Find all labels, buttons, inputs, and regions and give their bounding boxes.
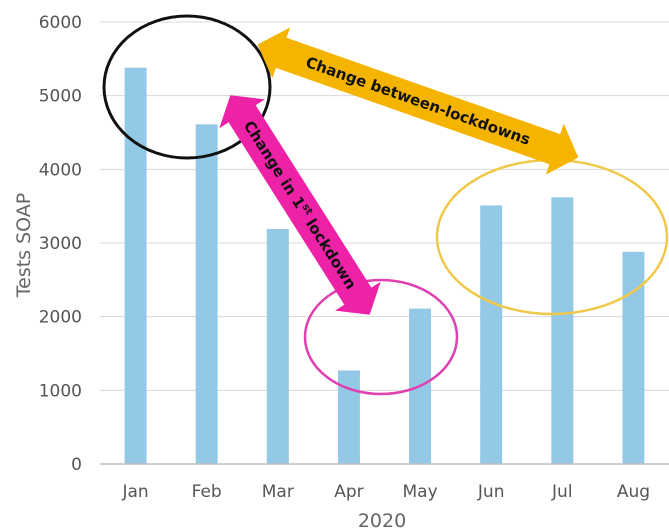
apr-may-highlight-circle — [303, 278, 459, 396]
x-tick-label: Jan — [121, 482, 148, 502]
between-lockdowns-arrow: Change between-lockdowns — [257, 27, 579, 175]
x-tick-label: Mar — [262, 482, 294, 502]
y-tick-label: 5000 — [39, 87, 82, 107]
y-tick-label: 3000 — [39, 234, 82, 254]
y-tick-label: 6000 — [39, 13, 82, 33]
between-lockdowns-label: Change between-lockdowns — [303, 53, 532, 149]
bar-aug — [622, 251, 645, 464]
bar-jul — [551, 197, 574, 464]
y-axis-title: Tests SOAP — [13, 193, 35, 299]
first-lockdown-arrow-shape — [219, 95, 381, 315]
bar-jun — [480, 205, 503, 464]
y-tick-label: 1000 — [39, 381, 82, 401]
x-tick-label: Apr — [334, 482, 363, 502]
x-axis-title: 2020 — [358, 510, 406, 531]
bar-mar — [266, 229, 289, 464]
x-tick-labels: Jan Feb Mar Apr May Jun Jul Aug — [121, 482, 650, 502]
jan-feb-highlight-circle — [102, 14, 272, 160]
x-tick-label: Feb — [192, 482, 222, 502]
x-tick-label: Jun — [477, 482, 505, 502]
y-tick-label: 4000 — [39, 160, 82, 180]
bar-feb — [195, 124, 218, 464]
x-tick-label: Aug — [617, 482, 650, 502]
bar-apr — [337, 370, 360, 464]
bars — [124, 67, 645, 464]
first-lockdown-label: Change in 1st lockdown — [240, 117, 360, 292]
first-lockdown-arrow: Change in 1st lockdown — [219, 95, 381, 315]
bar-jan — [124, 67, 147, 464]
x-tick-label: May — [402, 482, 437, 502]
y-tick-labels: 0 1000 2000 3000 4000 5000 6000 — [39, 13, 82, 475]
y-tick-label: 2000 — [39, 308, 82, 328]
y-tick-label: 0 — [71, 455, 82, 475]
x-tick-label: Jul — [551, 482, 573, 502]
between-lockdowns-arrow-shape — [257, 27, 579, 175]
